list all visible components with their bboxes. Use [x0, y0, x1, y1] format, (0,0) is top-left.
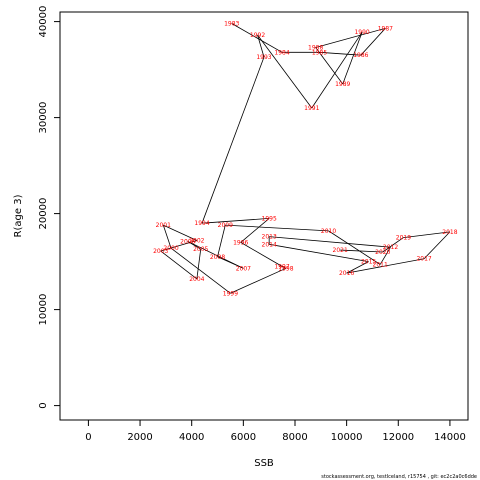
x-tick-label: 8000 [282, 432, 307, 443]
x-axis: 0 2000 4000 6000 8000 10000 12000 14000 [85, 419, 466, 443]
year-point-label: 1992 [250, 32, 265, 39]
y-tick-label: 0 [38, 402, 49, 408]
series-segment [281, 266, 287, 269]
x-tick-label: 14000 [434, 432, 466, 443]
x-tick-label: 6000 [231, 432, 256, 443]
year-point-label: 2006 [180, 238, 195, 245]
year-point-label: 2005 [193, 246, 208, 253]
point-labels: 1983 1984 1985 1986 1987 1988 1989 1990 1991 1992… [153, 21, 458, 298]
series-segment [240, 242, 283, 267]
year-point-label: 2013 [262, 234, 277, 241]
series-segment [225, 224, 329, 232]
year-point-label: 2004 [189, 276, 204, 283]
year-point-label: 2001 [156, 222, 171, 229]
year-point-label: 2009 [218, 222, 233, 229]
series-segment [382, 237, 404, 253]
year-point-label: 1998 [278, 265, 293, 272]
year-point-label: 2014 [262, 241, 277, 248]
series-segment [217, 225, 226, 257]
year-point-label: 2018 [442, 229, 457, 236]
year-point-label: 1989 [335, 81, 350, 88]
year-point-label: 2002 [189, 237, 204, 244]
year-point-label: 2020 [375, 249, 390, 256]
year-point-label: 2008 [210, 254, 225, 261]
year-point-label: 1983 [224, 21, 239, 28]
series-segment [201, 56, 265, 224]
year-point-label: 2007 [236, 265, 251, 272]
year-point-label: 1996 [233, 239, 248, 246]
x-tick-label: 0 [85, 432, 91, 443]
year-point-label: 1990 [354, 29, 369, 36]
year-point-label: 2019 [396, 235, 411, 242]
series-segment [311, 31, 363, 109]
series-segment [328, 230, 381, 265]
footnote: stockassessment.org, testIceland, r15754… [321, 474, 477, 480]
series-segment [163, 224, 198, 241]
series-segment [269, 236, 391, 248]
year-point-label: 1984 [274, 49, 289, 56]
series-segment [160, 250, 198, 280]
x-tick-label: 10000 [331, 432, 363, 443]
series-lines [160, 23, 451, 294]
series-segment [257, 34, 313, 109]
series-segment [160, 240, 197, 252]
x-tick-label: 2000 [127, 432, 152, 443]
series-segment [403, 231, 450, 238]
year-point-label: 2012 [383, 244, 398, 251]
year-point-label: 1999 [223, 290, 238, 297]
series-segment [269, 243, 369, 262]
y-tick-label: 30000 [38, 102, 49, 134]
year-point-label: 2021 [333, 247, 348, 254]
y-axis: 0 10000 20000 30000 40000 [38, 6, 61, 409]
series-segment [240, 218, 270, 243]
year-point-label: 1986 [353, 52, 368, 59]
series-segment [342, 32, 363, 85]
year-point-label: 1988 [308, 45, 323, 52]
year-point-label: 1997 [274, 263, 289, 270]
series-segment [340, 249, 383, 253]
series-segment [170, 247, 231, 294]
year-point-label: 1991 [304, 105, 319, 112]
series-segment [201, 218, 270, 224]
year-point-label: 2010 [321, 228, 336, 235]
year-point-label: 1995 [262, 215, 277, 222]
y-tick-label: 20000 [38, 198, 49, 230]
year-point-label: 1987 [378, 25, 393, 32]
series-segment [379, 246, 391, 265]
series-segment [231, 23, 283, 53]
series-segment [315, 27, 386, 48]
year-point-label: 2015 [361, 259, 376, 266]
series-segment [346, 261, 369, 274]
year-point-label: 1994 [194, 220, 209, 227]
series-segment [162, 224, 172, 249]
x-axis-title: SSB [254, 458, 274, 469]
y-axis-title: R(age 3) [13, 194, 24, 237]
x-tick-label: 12000 [382, 432, 414, 443]
series-segment [315, 47, 344, 85]
year-point-label: 2011 [373, 261, 388, 268]
year-point-label: 2003 [153, 248, 168, 255]
series-segment [217, 256, 244, 269]
series-segment [196, 249, 202, 279]
y-tick-label: 10000 [38, 294, 49, 326]
year-point-label: 1993 [256, 54, 271, 61]
year-point-label: 2000 [163, 245, 178, 252]
series-segment [230, 267, 287, 294]
series-segment [423, 231, 451, 259]
series-segment [346, 258, 425, 274]
year-point-label: 2017 [416, 256, 431, 263]
y-tick-label: 40000 [38, 6, 49, 38]
series-segment [360, 28, 386, 56]
x-tick-label: 4000 [179, 432, 204, 443]
year-point-label: 2016 [339, 270, 354, 277]
series-segment [257, 34, 265, 58]
year-point-label: 1985 [312, 49, 327, 56]
